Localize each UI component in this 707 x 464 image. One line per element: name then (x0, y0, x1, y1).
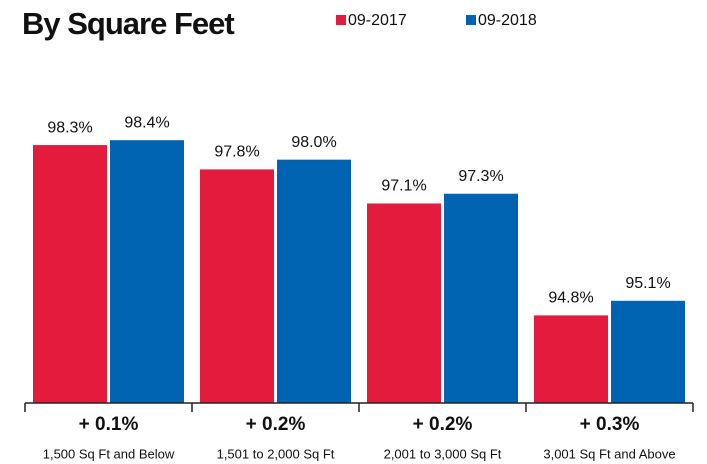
legend-swatch (336, 15, 346, 25)
bar (444, 193, 518, 403)
x-tick-label: 1,501 to 2,000 Sq Ft (217, 446, 335, 461)
value-label: 97.1% (381, 178, 426, 195)
value-label: 98.3% (47, 119, 92, 136)
change-label: + 0.2% (413, 414, 473, 435)
value-label: 97.3% (458, 168, 503, 185)
value-label: 97.8% (214, 144, 259, 161)
value-label: 95.1% (625, 275, 670, 292)
bar (33, 145, 107, 404)
bar (611, 300, 685, 403)
bar (534, 315, 608, 403)
value-label: 94.8% (548, 290, 593, 307)
change-label: + 0.2% (246, 414, 306, 435)
legend-label: 09-2017 (348, 12, 407, 29)
bar (110, 140, 184, 403)
legend-label: 09-2018 (478, 12, 537, 29)
bar (367, 203, 441, 403)
x-tick-label: 3,001 Sq Ft and Above (543, 446, 675, 461)
x-tick-label: 1,500 Sq Ft and Below (43, 446, 175, 461)
bar (277, 159, 351, 403)
change-label: + 0.1% (79, 414, 139, 435)
bar (200, 169, 274, 403)
value-label: 98.4% (124, 114, 169, 131)
chart-title: By Square Feet (22, 6, 234, 41)
legend-swatch (466, 15, 476, 25)
value-label: 98.0% (291, 134, 336, 151)
x-tick-label: 2,001 to 3,000 Sq Ft (384, 446, 502, 461)
change-label: + 0.3% (580, 414, 640, 435)
